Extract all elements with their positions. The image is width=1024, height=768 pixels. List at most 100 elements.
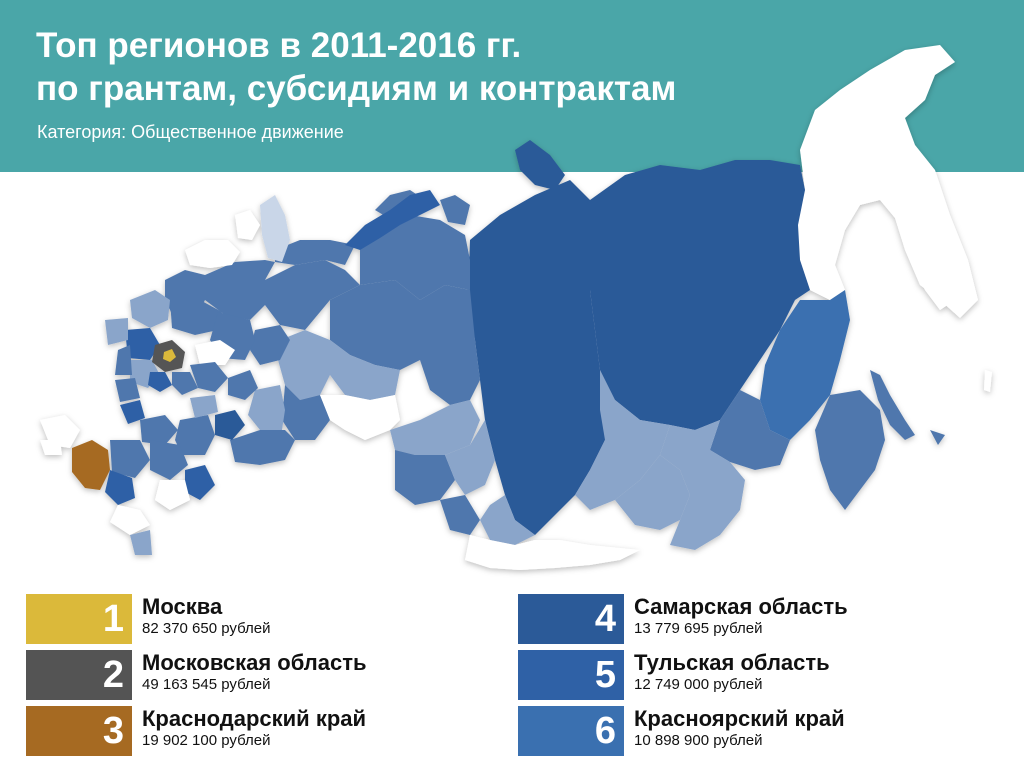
region-voronezh bbox=[140, 415, 178, 445]
title-line-2: по грантам, субсидиям и контрактам bbox=[36, 69, 677, 108]
region-novaya-zemlya-n bbox=[345, 190, 440, 250]
region-tomsk bbox=[420, 285, 480, 405]
region-mongolia-gap bbox=[465, 535, 640, 570]
region-kaliningrad bbox=[40, 440, 62, 455]
region-chelyabinsk bbox=[282, 385, 330, 440]
region-buryatia bbox=[615, 455, 690, 530]
region-ryazan bbox=[172, 372, 198, 395]
legend-rank: 5 bbox=[594, 654, 616, 696]
region-krasnodar bbox=[72, 440, 110, 490]
region-smolensk bbox=[115, 345, 132, 375]
region-orenburg bbox=[230, 430, 295, 465]
legend-amount: 49 163 545 рублей bbox=[142, 676, 271, 693]
legend-item-6: 6 Красноярский край 10 898 900 рублей bbox=[518, 706, 938, 756]
legend-region-name: Московская область bbox=[142, 650, 367, 675]
region-nenets bbox=[275, 240, 355, 265]
legend-region-name: Самарская область bbox=[634, 594, 848, 619]
region-dagestan bbox=[130, 530, 152, 555]
legend-amount: 13 779 695 рублей bbox=[634, 620, 763, 637]
region-pskov bbox=[105, 318, 128, 345]
region-tula bbox=[148, 372, 172, 392]
region-khabarovsk bbox=[760, 290, 850, 440]
legend-item-3: 3 Краснодарский край 19 902 100 рублей bbox=[26, 706, 446, 756]
region-primorye bbox=[815, 390, 885, 510]
region-kalmykia bbox=[155, 480, 190, 510]
legend-color-box: 4 bbox=[518, 594, 624, 644]
legend-amount: 19 902 100 рублей bbox=[142, 732, 271, 749]
region-taymyr-tip bbox=[515, 140, 565, 190]
region-khanty bbox=[330, 280, 420, 370]
legend-color-box: 1 bbox=[26, 594, 132, 644]
region-yamal bbox=[360, 215, 470, 300]
region-altai-rep bbox=[440, 495, 480, 535]
region-sverdlovsk bbox=[278, 330, 330, 400]
region-omsk bbox=[345, 395, 400, 440]
legend-rank: 3 bbox=[102, 710, 124, 752]
region-magadan bbox=[805, 170, 870, 230]
legend-rank: 4 bbox=[594, 598, 616, 640]
legend-rank: 1 bbox=[102, 598, 124, 640]
region-komi bbox=[265, 260, 360, 330]
region-tatarstan bbox=[228, 370, 258, 400]
region-sakhalin bbox=[870, 370, 915, 440]
region-moscow bbox=[163, 349, 176, 362]
region-kurgan bbox=[320, 395, 345, 430]
legend-item-4: 4 Самарская область 13 779 695 рублей bbox=[518, 594, 938, 644]
legend-color-box: 6 bbox=[518, 706, 624, 756]
region-bashkortostan bbox=[248, 385, 285, 430]
region-arkhangelsk bbox=[205, 260, 275, 320]
region-novosibirsk bbox=[390, 400, 480, 455]
region-nizhny bbox=[190, 362, 228, 392]
legend-region-name: Краснодарский край bbox=[142, 706, 367, 731]
region-kamchatka bbox=[905, 230, 955, 310]
region-rostov bbox=[110, 440, 150, 478]
region-stavropol bbox=[105, 470, 135, 505]
legend-region-name: Красноярский край bbox=[634, 706, 845, 731]
legend-amount: 82 370 650 рублей bbox=[142, 620, 271, 637]
region-perm bbox=[250, 325, 290, 365]
region-novgorod bbox=[125, 328, 160, 360]
region-samara bbox=[215, 410, 245, 440]
legend-region-name: Москва bbox=[142, 594, 223, 619]
page-title: Топ регионов в 2011-2016 гг. по грантам,… bbox=[36, 24, 676, 110]
russia-map bbox=[40, 45, 992, 570]
region-penza bbox=[190, 395, 218, 418]
region-irkutsk bbox=[575, 370, 670, 510]
region-far-east bbox=[795, 45, 978, 318]
region-murmansk bbox=[185, 240, 240, 268]
region-novaya-zemlya bbox=[260, 195, 290, 262]
legend-color-box: 5 bbox=[518, 650, 624, 700]
region-yaroslavl-white bbox=[195, 340, 235, 365]
legend-amount: 12 749 000 рублей bbox=[634, 676, 763, 693]
legend-rank: 6 bbox=[594, 710, 616, 752]
region-kemerovo bbox=[445, 420, 495, 495]
region-kuril bbox=[930, 430, 945, 445]
region-saratov bbox=[175, 415, 215, 455]
region-krasnoyarsk bbox=[468, 180, 615, 535]
region-zabaykalsky bbox=[660, 420, 745, 550]
legend-color-box: 3 bbox=[26, 706, 132, 756]
region-leningrad bbox=[130, 290, 170, 328]
region-crimea bbox=[40, 415, 80, 448]
region-sakha bbox=[590, 160, 810, 430]
region-altai bbox=[395, 450, 455, 505]
legend-item-5: 5 Тульская область 12 749 000 рублей bbox=[518, 650, 938, 700]
legend-color-box: 2 bbox=[26, 650, 132, 700]
region-belgorod bbox=[120, 400, 145, 424]
region-sea-islands bbox=[984, 370, 992, 392]
legend-region-name: Тульская область bbox=[634, 650, 830, 675]
region-tyva bbox=[480, 495, 535, 545]
region-bryansk bbox=[115, 378, 140, 402]
legend-item-2: 2 Московская область 49 163 545 рублей bbox=[26, 650, 446, 700]
page-subtitle: Категория: Общественное движение bbox=[37, 122, 344, 142]
region-gydan bbox=[440, 195, 470, 225]
region-volgograd bbox=[150, 440, 188, 480]
region-tyumen bbox=[330, 340, 400, 400]
title-line-1: Топ регионов в 2011-2016 гг. bbox=[36, 26, 522, 65]
region-vologda bbox=[170, 300, 222, 335]
region-caucasus-white bbox=[110, 505, 150, 535]
legend-rank: 2 bbox=[102, 654, 124, 696]
region-karelia-top bbox=[235, 210, 260, 240]
legend-amount: 10 898 900 рублей bbox=[634, 732, 763, 749]
legend-item-1: 1 Москва 82 370 650 рублей bbox=[26, 594, 446, 644]
